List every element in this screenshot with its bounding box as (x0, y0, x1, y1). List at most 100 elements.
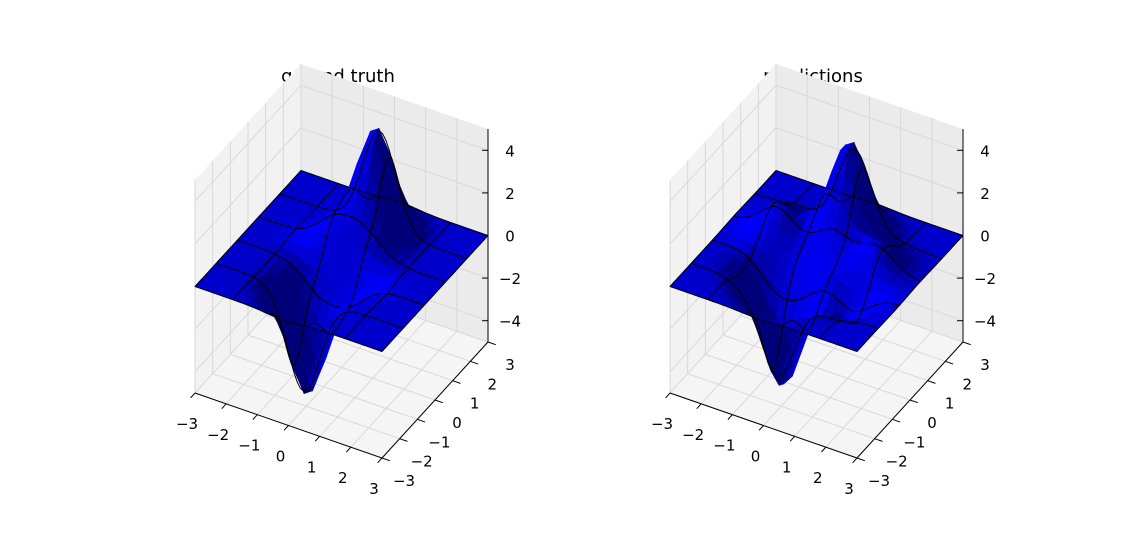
y-tick-mark (381, 457, 390, 462)
x-tick-label: 2 (813, 469, 823, 487)
x-tick-mark (821, 446, 827, 453)
x-tick-label: −3 (651, 415, 673, 433)
x-tick-mark (283, 425, 289, 431)
y-tick-label: −2 (411, 453, 433, 471)
y-tick-label: −3 (393, 472, 415, 490)
mesh-line (691, 262, 879, 377)
grid-line (194, 127, 489, 245)
y-tick-label: −3 (868, 472, 890, 490)
y-tick-mark (909, 399, 918, 404)
grid-line (669, 127, 964, 245)
mesh-line (775, 170, 964, 236)
y-tick-label: −2 (886, 453, 908, 471)
x-tick-mark (789, 435, 796, 442)
y-tick-mark (874, 438, 883, 442)
mesh-line (733, 205, 921, 282)
z-tick-label: 4 (980, 142, 990, 160)
mesh-line (194, 170, 302, 287)
x-tick-mark (665, 392, 671, 399)
y-tick-mark (927, 380, 936, 384)
y-tick-label: 3 (980, 356, 990, 374)
x-tick-label: −2 (682, 426, 704, 444)
y-tick-mark (962, 341, 971, 346)
z-tick-label: 2 (505, 185, 515, 203)
x-tick-mark (221, 403, 227, 410)
surface-wireframe (194, 130, 489, 392)
z-tick-label: 0 (505, 228, 515, 246)
z-tick-label: 2 (980, 185, 990, 203)
mesh-line (381, 235, 489, 352)
z-tick-label: −4 (974, 313, 996, 331)
y-tick-label: 0 (927, 414, 937, 432)
x-tick-label: −1 (238, 437, 260, 455)
z-tick-label: −2 (499, 270, 521, 288)
y-tick-mark (945, 360, 954, 365)
mesh-line (669, 170, 777, 287)
grid-line (265, 102, 453, 382)
y-tick-mark (470, 360, 479, 365)
x-tick-label: 1 (782, 458, 792, 476)
x-tick-label: 3 (369, 480, 379, 498)
x-tick-mark (314, 435, 321, 442)
mesh-line (819, 222, 926, 339)
y-tick-label: −1 (903, 433, 925, 451)
x-tick-label: 0 (751, 448, 761, 466)
y-tick-mark (399, 438, 408, 442)
grid-line (669, 84, 964, 202)
mesh-line (754, 148, 942, 260)
y-tick-mark (452, 380, 461, 384)
y-tick-mark (856, 457, 865, 462)
mesh-line (669, 286, 858, 352)
mesh-line (707, 183, 814, 300)
y-tick-label: 1 (945, 395, 955, 413)
x-tick-mark (252, 414, 258, 420)
x-tick-mark (727, 414, 733, 420)
y-tick-label: −1 (428, 433, 450, 451)
mesh-line (216, 262, 404, 392)
y-tick-label: 1 (470, 395, 480, 413)
y-tick-mark (434, 399, 443, 404)
z-tick-label: −4 (499, 313, 521, 331)
x-tick-label: −1 (713, 437, 735, 455)
x-tick-label: 1 (307, 458, 317, 476)
x-tick-mark (852, 457, 858, 464)
z-tick-label: −2 (974, 270, 996, 288)
mesh-line (269, 187, 377, 365)
z-tick-label: 0 (980, 228, 990, 246)
x-tick-mark (377, 457, 383, 464)
y-tick-label: 3 (505, 356, 515, 374)
mesh-line (344, 222, 451, 339)
mesh-line (856, 235, 964, 352)
mesh-line (744, 193, 852, 370)
mesh-line (300, 170, 489, 236)
z-tick-label: 4 (505, 142, 515, 160)
x-tick-mark (758, 425, 764, 431)
x-tick-mark (190, 392, 196, 399)
x-tick-mark (346, 446, 352, 453)
y-tick-mark (892, 418, 901, 423)
y-tick-label: 2 (963, 375, 973, 393)
mesh-line (258, 213, 446, 283)
x-tick-label: 0 (276, 448, 286, 466)
surface-wireframe (669, 148, 964, 377)
x-tick-mark (696, 403, 702, 410)
grid-line (194, 84, 489, 202)
x-tick-label: −3 (176, 415, 198, 433)
x-tick-label: 3 (844, 480, 854, 498)
grid-line (740, 102, 928, 382)
x-tick-label: −2 (207, 426, 229, 444)
y-tick-mark (487, 341, 496, 346)
y-tick-mark (417, 418, 426, 423)
y-tick-label: 0 (452, 414, 462, 432)
mesh-line (194, 286, 383, 352)
mesh-line (232, 183, 339, 300)
mesh-line (279, 130, 467, 260)
y-tick-label: 2 (488, 375, 498, 393)
x-tick-label: 2 (338, 469, 348, 487)
mesh-line (237, 239, 425, 309)
